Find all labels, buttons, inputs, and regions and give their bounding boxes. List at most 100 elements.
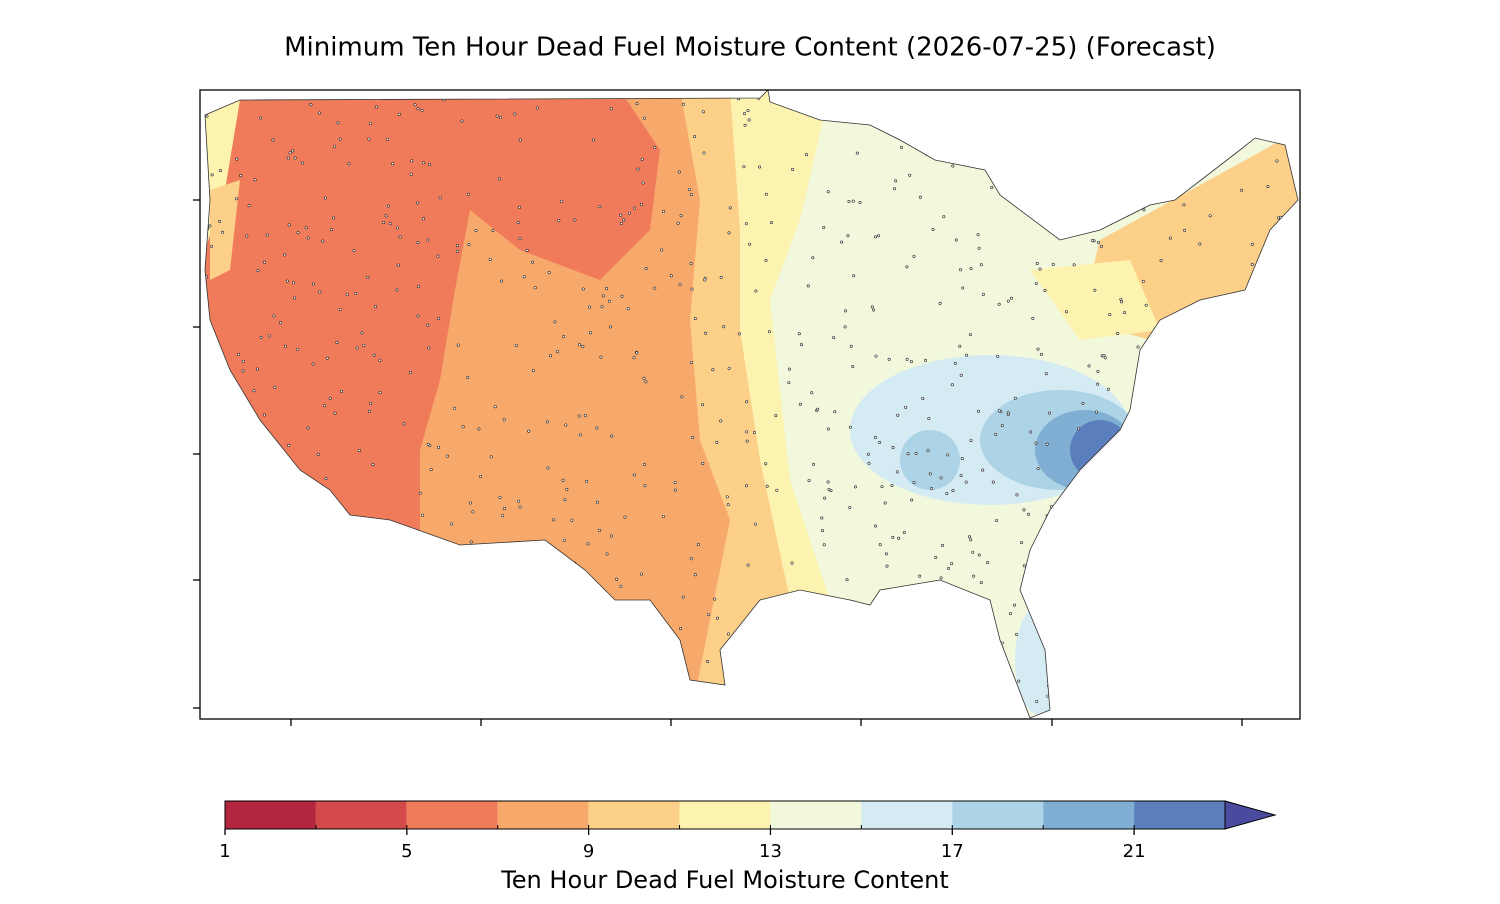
colorbar-bin [315,801,407,829]
colorbar-bin [497,801,589,829]
station-dot [1015,136,1019,140]
station-dot [455,249,459,253]
station-dot [349,640,353,644]
station-dot [1100,171,1104,175]
station-dot [466,192,470,196]
station-dot [374,648,378,652]
station-dot [824,705,828,709]
station-dot [895,470,899,474]
station-dot [430,691,434,695]
station-dot [1230,446,1234,450]
station-dot [1103,356,1107,360]
station-dot [1277,497,1281,501]
station-dot [293,296,297,300]
station-dot [386,137,390,141]
station-dot [872,308,876,312]
station-dot [1217,101,1221,105]
station-dot [1013,396,1017,400]
station-dot [1148,191,1152,195]
station-dot [764,258,768,262]
station-dot [1198,374,1202,378]
station-dot [256,268,260,272]
station-dot [1282,714,1286,718]
station-dot [578,433,582,437]
station-dot [321,239,325,243]
station-dot [426,323,430,327]
station-dot [1006,299,1010,303]
station-dot [355,346,359,350]
station-dot [562,335,566,339]
station-dot [262,413,266,417]
station-dot [325,356,329,360]
station-dot [1141,279,1145,283]
station-dot [1103,665,1107,669]
station-dot [293,156,297,160]
station-dot [409,172,413,176]
station-dot [259,563,263,567]
station-dot [872,610,876,614]
station-dot [746,109,750,113]
station-dot [851,364,855,368]
station-dot [994,654,998,658]
station-dot [903,587,907,591]
station-dot [897,536,901,540]
station-dot [1020,541,1024,545]
station-dot [422,161,426,165]
station-dot [1079,605,1083,609]
station-dot [644,380,648,384]
station-dot [562,538,566,542]
station-dot [961,286,965,290]
station-dot [890,484,894,488]
station-dot [1189,692,1193,696]
station-dot [722,325,726,329]
station-dot [619,213,623,217]
station-dot [1027,512,1031,516]
station-dot [650,709,654,713]
station-dot [1290,689,1294,693]
station-dot [1168,339,1172,343]
station-dot [1250,263,1254,267]
station-dot [953,361,957,365]
station-dot [1003,174,1007,178]
station-dot [1170,105,1174,109]
station-dot [366,276,370,280]
station-dot [1249,584,1253,588]
station-dot [1096,382,1100,386]
station-dot [1205,666,1209,670]
station-dot [965,353,969,357]
station-dot [552,518,556,522]
station-dot [840,240,844,244]
station-dot [560,562,564,566]
station-dot [239,614,243,618]
station-dot [1178,649,1182,653]
station-dot [267,530,271,534]
station-dot [1238,621,1242,625]
station-dot [378,391,382,395]
station-dot [1036,347,1040,351]
station-dot [583,414,587,418]
station-dot [969,632,973,636]
station-dot [420,513,424,517]
station-dot [1132,677,1136,681]
station-dot [641,660,645,664]
station-dot [1218,459,1222,463]
station-dot [997,409,1001,413]
station-dot [320,604,324,608]
station-dot [679,627,683,631]
station-dot [858,201,862,205]
station-dot [345,292,349,296]
station-dot [328,396,332,400]
station-dot [1255,692,1259,696]
colorbar-bin [1043,801,1135,829]
station-dot [1057,617,1061,621]
station-dot [797,332,801,336]
station-dot [959,373,963,377]
station-dot [1293,540,1297,544]
station-dot [243,509,247,513]
station-dot [1213,589,1217,593]
station-dot [1140,128,1144,132]
station-dot [518,237,522,241]
station-dot [641,181,645,185]
station-dot [1029,430,1033,434]
station-dot [1119,297,1123,301]
